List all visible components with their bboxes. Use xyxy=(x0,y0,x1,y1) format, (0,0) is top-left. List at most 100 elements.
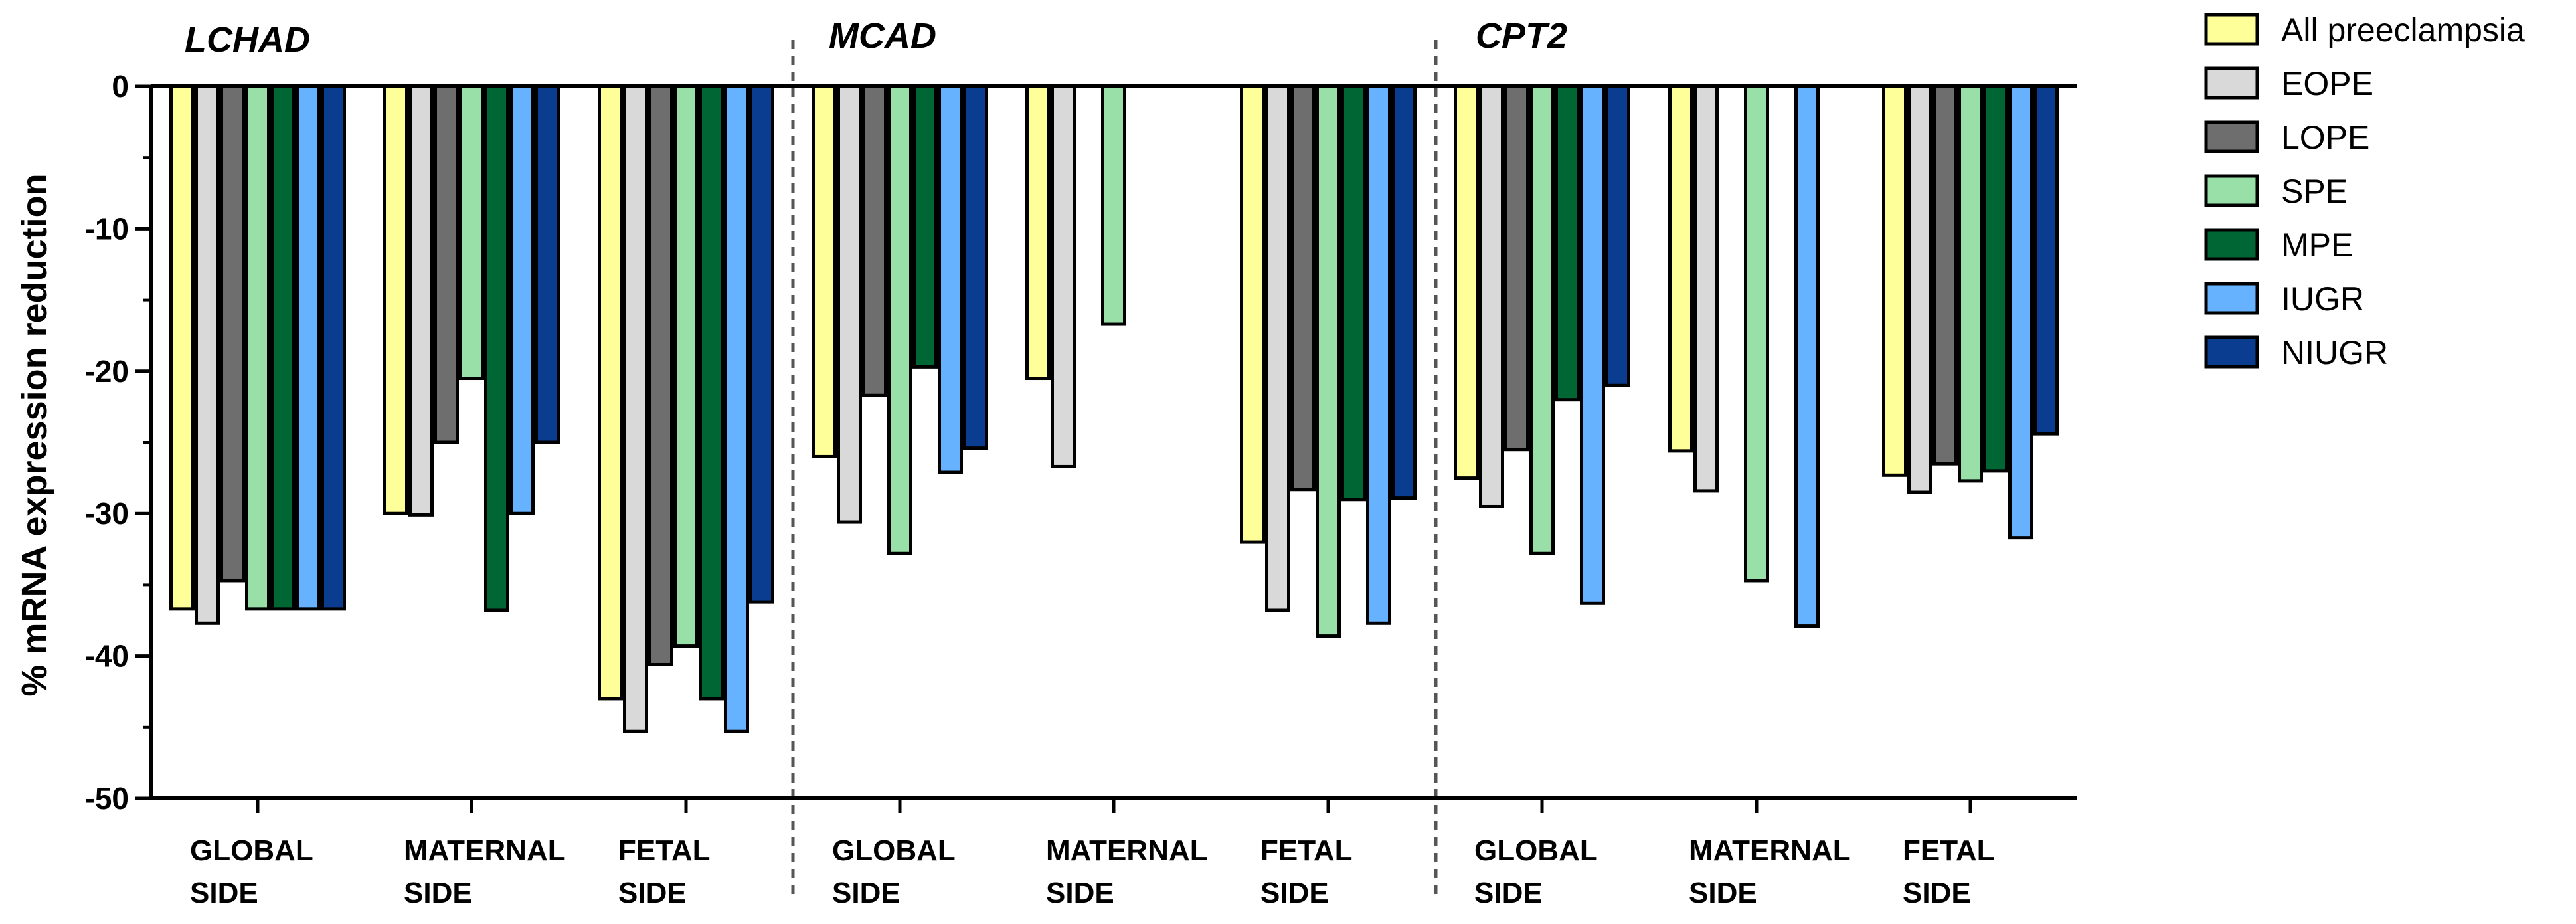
gene-labels: LCHAD MCAD CPT2 xyxy=(185,16,1567,60)
bar-spe-6 xyxy=(1529,84,1555,555)
legend-label: All preeclampsia xyxy=(2281,11,2525,48)
x-category-label: MATERNAL xyxy=(404,834,566,867)
bar-mpe-6 xyxy=(1555,84,1580,402)
legend-label: SPE xyxy=(2281,173,2348,210)
x-category-label: SIDE xyxy=(404,877,472,909)
y-tick-label: -20 xyxy=(85,354,129,389)
bar-mpe-3 xyxy=(912,84,938,369)
bar-spe-7 xyxy=(1744,84,1769,583)
gene-label-lchad: LCHAD xyxy=(185,20,310,60)
x-category-label: SIDE xyxy=(832,877,901,909)
y-tick-label: -10 xyxy=(85,211,129,246)
bar-all-preeclampsia-2 xyxy=(598,84,623,701)
bar-all-preeclampsia-8 xyxy=(1882,84,1907,477)
bar-iugr-8 xyxy=(2008,84,2033,540)
bar-mpe-1 xyxy=(484,84,509,612)
x-category-label: SIDE xyxy=(1474,877,1543,909)
bar-niugr-3 xyxy=(963,84,988,450)
bar-all-preeclampsia-0 xyxy=(169,84,195,611)
bar-lope-6 xyxy=(1504,84,1529,452)
x-category-label: FETAL xyxy=(618,834,711,867)
bar-lope-1 xyxy=(434,84,459,444)
bar-all-preeclampsia-4 xyxy=(1025,84,1051,381)
y-axis-label: % mRNA expression reduction xyxy=(15,173,54,696)
bar-spe-0 xyxy=(245,84,270,611)
x-category-label: SIDE xyxy=(1903,877,1971,909)
x-category-label: SIDE xyxy=(1260,877,1329,909)
bar-niugr-6 xyxy=(1605,84,1630,387)
legend-swatch-iugr xyxy=(2204,282,2259,315)
x-category-label: GLOBAL xyxy=(190,834,313,867)
x-category-label: FETAL xyxy=(1903,834,1995,867)
bar-spe-2 xyxy=(673,84,699,648)
bar-spe-5 xyxy=(1316,84,1341,638)
x-category-label: SIDE xyxy=(1689,877,1757,909)
bar-all-preeclampsia-1 xyxy=(383,84,408,515)
bar-lope-8 xyxy=(1932,84,1958,466)
y-tick-label: 0 xyxy=(112,69,129,104)
bar-niugr-2 xyxy=(749,84,774,604)
bar-eope-4 xyxy=(1051,84,1076,468)
legend-swatch-mpe xyxy=(2204,228,2259,261)
bar-eope-3 xyxy=(837,84,862,524)
bar-mpe-5 xyxy=(1341,84,1366,502)
x-category-label: FETAL xyxy=(1260,834,1353,867)
legend-label: NIUGR xyxy=(2281,334,2388,371)
gene-label-mcad: MCAD xyxy=(829,16,936,56)
bar-eope-2 xyxy=(623,84,648,733)
legend-label: MPE xyxy=(2281,227,2353,264)
legend-swatch-all-preeclampsia xyxy=(2204,13,2259,46)
bar-lope-3 xyxy=(862,84,887,397)
x-category-label: SIDE xyxy=(618,877,687,909)
legend: All preeclampsia EOPE LOPE SPE MPE IUGR NIUGR xyxy=(2204,11,2525,371)
bar-iugr-7 xyxy=(1794,84,1820,628)
bar-niugr-0 xyxy=(321,84,346,611)
bar-all-preeclampsia-7 xyxy=(1668,84,1693,453)
y-tick-label: -50 xyxy=(85,781,129,816)
bar-lope-2 xyxy=(648,84,673,666)
bar-eope-1 xyxy=(408,84,434,517)
bar-spe-4 xyxy=(1101,84,1126,326)
legend-swatch-lope xyxy=(2204,120,2259,153)
x-category-label: MATERNAL xyxy=(1046,834,1208,867)
bar-spe-3 xyxy=(887,84,912,555)
bar-iugr-6 xyxy=(1580,84,1605,605)
bar-lope-5 xyxy=(1290,84,1316,492)
bar-all-preeclampsia-5 xyxy=(1240,84,1265,544)
legend-swatch-spe xyxy=(2204,174,2259,207)
bar-iugr-0 xyxy=(296,84,321,611)
legend-label: IUGR xyxy=(2281,280,2364,318)
bar-niugr-1 xyxy=(535,84,560,444)
bar-mpe-0 xyxy=(270,84,296,611)
bar-eope-7 xyxy=(1693,84,1719,493)
bar-eope-0 xyxy=(195,84,220,625)
legend-swatch-eope xyxy=(2204,66,2259,100)
legend-label: LOPE xyxy=(2281,119,2369,156)
bar-all-preeclampsia-6 xyxy=(1454,84,1479,480)
axes: 0 -10 -20 -30 -40 -50 GLOBAL SIDE MATERNAL SIDE FE… xyxy=(85,69,2077,909)
bars xyxy=(169,84,2059,733)
x-category-label: MATERNAL xyxy=(1689,834,1851,867)
bar-iugr-1 xyxy=(509,84,535,515)
bar-eope-8 xyxy=(1907,84,1932,494)
bar-spe-1 xyxy=(459,84,484,381)
legend-swatch-niugr xyxy=(2204,335,2259,369)
bar-mpe-8 xyxy=(1983,84,2008,473)
bar-iugr-2 xyxy=(724,84,749,733)
x-category-label: GLOBAL xyxy=(1474,834,1598,867)
bar-spe-8 xyxy=(1958,84,1983,483)
bar-mpe-2 xyxy=(699,84,724,701)
x-category-label: GLOBAL xyxy=(832,834,956,867)
bar-niugr-8 xyxy=(2033,84,2059,436)
bar-eope-5 xyxy=(1265,84,1290,612)
bar-eope-6 xyxy=(1479,84,1504,508)
legend-label: EOPE xyxy=(2281,65,2373,102)
x-category-label: SIDE xyxy=(1046,877,1114,909)
x-category-label: SIDE xyxy=(190,877,258,909)
y-tick-label: -40 xyxy=(85,639,129,674)
bar-iugr-3 xyxy=(938,84,963,474)
bar-iugr-5 xyxy=(1366,84,1391,625)
bar-lope-0 xyxy=(220,84,245,583)
y-tick-label: -30 xyxy=(85,496,129,531)
